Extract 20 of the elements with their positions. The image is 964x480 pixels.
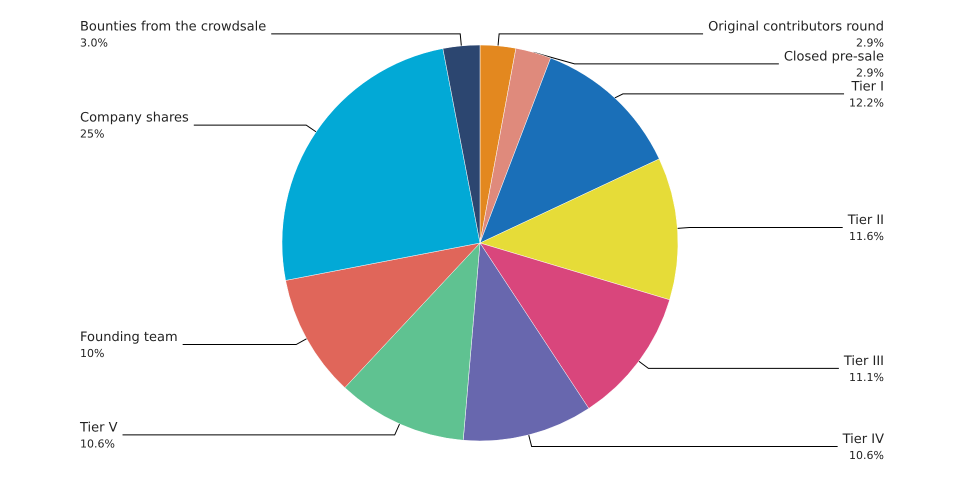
slice-label: Tier III [842, 354, 884, 369]
data-label: 2.9% [856, 66, 884, 80]
slice-label: Founding team [80, 330, 178, 346]
data-label: 2.9% [856, 36, 884, 50]
slice-label: Closed pre-sale [784, 49, 884, 64]
slice-label: Company shares [80, 110, 190, 126]
data-label: 10% [80, 347, 104, 360]
slice-label: Tier II [846, 212, 884, 228]
data-label: 10.6% [80, 437, 115, 450]
slice-label: Original contributors round [708, 19, 884, 34]
slice-label: Bounties from the crowdsale [80, 19, 266, 34]
data-label: 11.1% [849, 370, 884, 384]
data-label: 11.6% [849, 230, 884, 243]
data-label: 3.0% [80, 36, 108, 50]
data-label: 12.2% [849, 96, 884, 110]
slice-label: Tier I [850, 79, 884, 94]
data-label: 25% [80, 128, 104, 141]
slice-label: Tier V [79, 420, 118, 436]
data-label: 10.6% [849, 449, 884, 462]
slice-label: Tier IV [842, 432, 884, 448]
